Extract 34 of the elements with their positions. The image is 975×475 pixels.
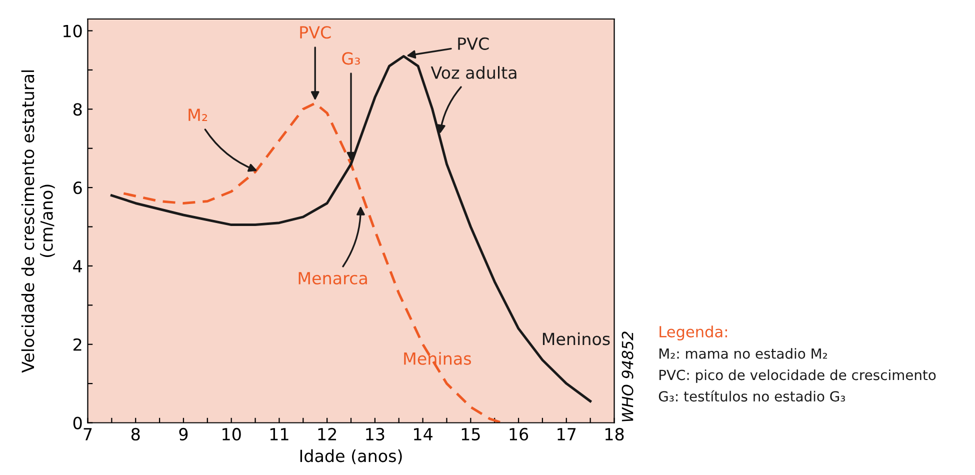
y-axis-title: Velocidade de crescimento estatural (cm/ano)	[21, 70, 55, 373]
y-tick-label: 10	[64, 24, 82, 38]
x-tick-label: 7	[84, 428, 92, 440]
x-tick-label: 12	[318, 428, 336, 440]
x-tick-label: 13	[366, 428, 384, 441]
annotation: Voz adulta	[430, 66, 516, 79]
x-tick-label: 17	[558, 428, 576, 440]
y-tick-label: 0	[73, 416, 82, 430]
x-tick-label: 15	[462, 428, 480, 441]
series-label: Meninos	[542, 332, 610, 346]
y-tick-label: 4	[73, 260, 82, 272]
line-series	[122, 102, 504, 423]
y-tick-label: 2	[74, 338, 82, 351]
x-tick-label: 18	[605, 428, 624, 441]
annotation: Menarca	[298, 272, 367, 284]
x-tick-label: 16	[510, 428, 528, 441]
annotation: M₂	[188, 108, 208, 121]
x-tick-label: 11	[270, 428, 288, 440]
text: PVC: pico de velocidade de crescimento	[659, 369, 936, 383]
annotation: G₃	[342, 52, 360, 65]
text: WHO 94852	[622, 332, 634, 422]
x-tick-label: 8	[131, 428, 140, 441]
series-label: Meninas	[404, 352, 471, 365]
text: Legenda:	[660, 326, 727, 340]
x-tick-label: 9	[179, 428, 188, 441]
x-tick-label: 10	[222, 428, 241, 441]
y-tick-label: 8	[73, 103, 82, 116]
text: G₃: testítulos no estadio G₃	[658, 390, 845, 402]
x-tick-label: 14	[414, 428, 432, 440]
text: M₂: mama no estadio M₂	[659, 348, 827, 359]
x-axis-title: Idade (anos)	[300, 449, 402, 464]
annotation: PVC	[458, 37, 489, 50]
y-tick-label: 6	[73, 182, 82, 194]
annotation: PVC	[300, 26, 331, 39]
